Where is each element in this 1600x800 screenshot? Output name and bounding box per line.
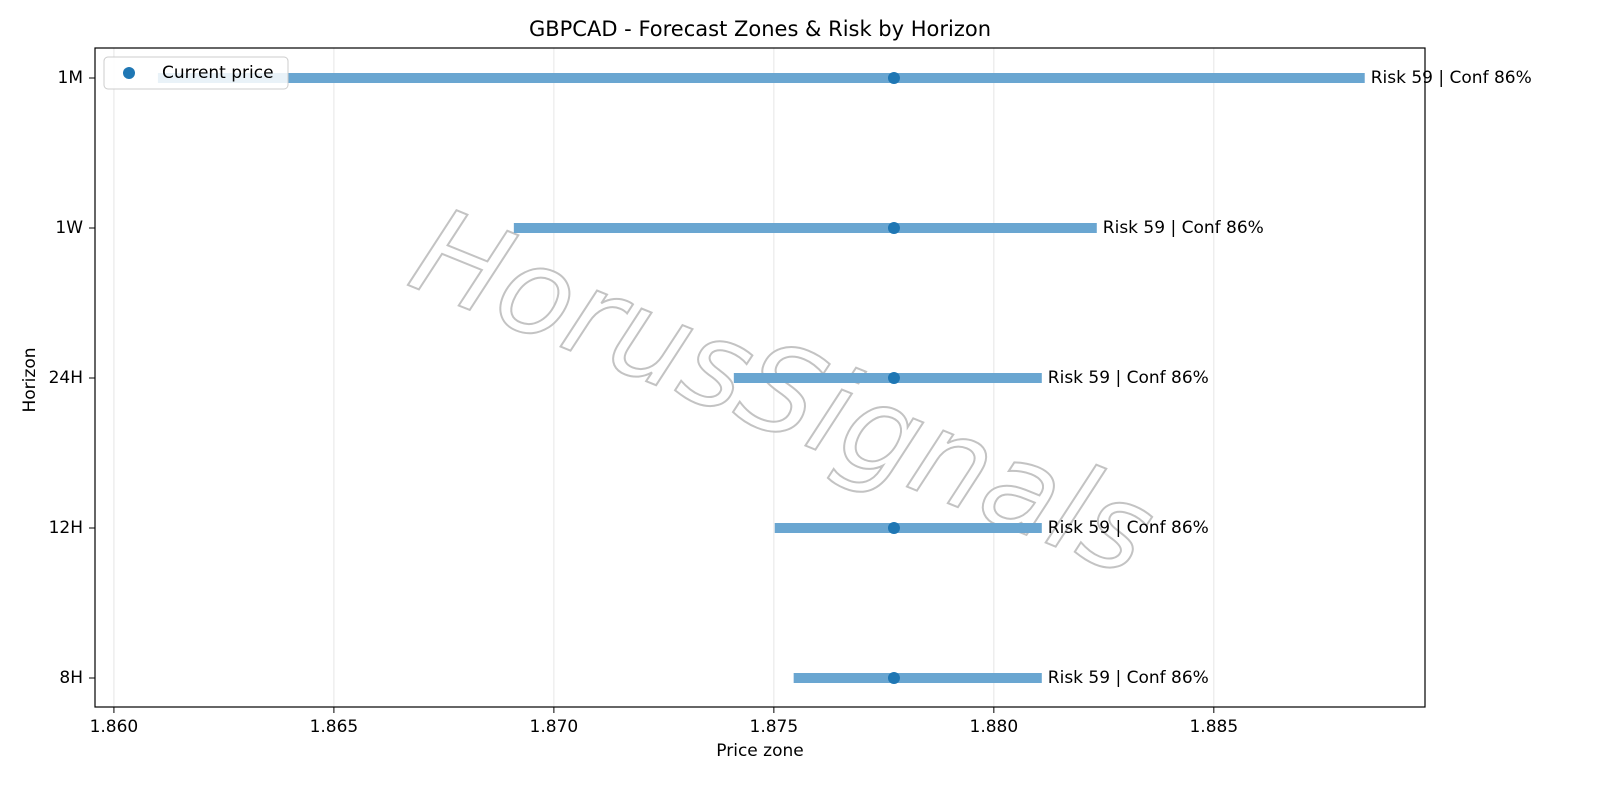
legend-marker bbox=[123, 67, 135, 79]
current-price-dot bbox=[887, 72, 900, 84]
annotation: Risk 59 | Conf 86% bbox=[1048, 368, 1209, 388]
current-price-dot bbox=[887, 372, 900, 384]
annotation: Risk 59 | Conf 86% bbox=[1103, 218, 1264, 238]
range-bar bbox=[733, 373, 1042, 383]
range-bar bbox=[793, 673, 1042, 683]
annotation: Risk 59 | Conf 86% bbox=[1048, 518, 1209, 538]
x-axis-title: Price zone bbox=[716, 741, 803, 761]
y-tick-label: 8H bbox=[59, 668, 83, 688]
y-tick-label: 24H bbox=[49, 368, 83, 388]
range-bar bbox=[513, 223, 1097, 233]
current-price-dot bbox=[887, 222, 900, 234]
x-tick-label: 1.865 bbox=[310, 717, 359, 737]
legend-label: Current price bbox=[162, 63, 274, 83]
annotation: Risk 59 | Conf 86% bbox=[1048, 668, 1209, 688]
y-tick-label: 1M bbox=[58, 68, 83, 88]
current-price-dot bbox=[887, 522, 900, 534]
range-bar bbox=[774, 523, 1042, 533]
annotation: Risk 59 | Conf 86% bbox=[1371, 68, 1532, 88]
legend: Current price bbox=[103, 56, 289, 90]
watermark: HorusSignals bbox=[394, 182, 1172, 604]
y-axis-title: Horizon bbox=[20, 348, 40, 413]
y-tick-label: 12H bbox=[49, 518, 83, 538]
x-tick-label: 1.875 bbox=[750, 717, 799, 737]
x-tick-label: 1.870 bbox=[530, 717, 579, 737]
range-bar bbox=[157, 73, 1365, 83]
x-tick-label: 1.860 bbox=[90, 717, 139, 737]
legend-box bbox=[103, 56, 289, 90]
x-tick-label: 1.880 bbox=[970, 717, 1019, 737]
current-price-dot bbox=[887, 672, 900, 684]
plot-frame bbox=[94, 47, 1426, 708]
chart-title: GBPCAD - Forecast Zones & Risk by Horizo… bbox=[529, 17, 991, 41]
y-tick-label: 1W bbox=[55, 218, 83, 238]
x-tick-label: 1.885 bbox=[1189, 717, 1238, 737]
